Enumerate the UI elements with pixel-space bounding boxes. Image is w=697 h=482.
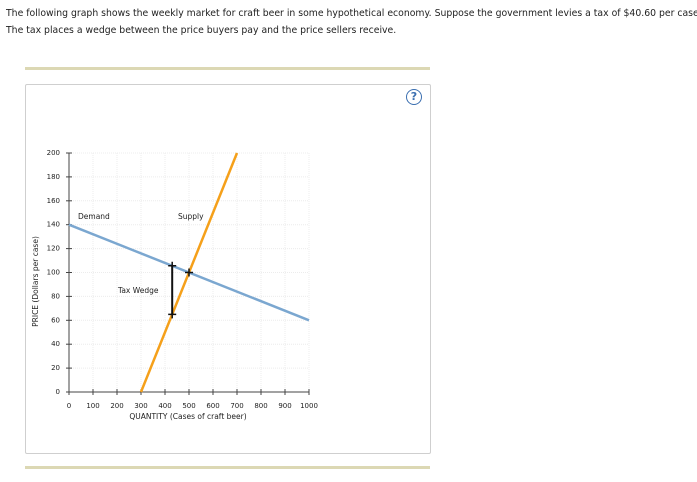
x-axis-label: QUANTITY (Cases of craft beer): [129, 412, 246, 421]
graph-panel: [25, 84, 431, 454]
y-axis-label: PRICE (Dollars per case): [31, 236, 40, 327]
wedge-marker: [168, 261, 177, 270]
y-tick-label: 180: [47, 173, 60, 181]
series-label: Demand: [78, 212, 110, 221]
series-label: Supply: [178, 212, 204, 221]
instruction-text: The following graph shows the weekly mar…: [6, 8, 697, 19]
x-tick-label: 400: [158, 402, 171, 410]
x-tick-label: 700: [230, 402, 243, 410]
divider: [25, 466, 430, 469]
y-tick-label: 20: [51, 364, 60, 372]
x-tick-label: 900: [278, 402, 291, 410]
x-tick-label: 100: [86, 402, 99, 410]
y-tick-label: 0: [56, 388, 60, 396]
wedge-label: Tax Wedge: [117, 286, 159, 295]
y-tick-label: 40: [51, 340, 60, 348]
x-tick-label: 0: [67, 402, 71, 410]
x-tick-label: 200: [110, 402, 123, 410]
y-tick-label: 100: [47, 269, 60, 277]
x-tick-label: 600: [206, 402, 219, 410]
y-tick-label: 120: [47, 245, 60, 253]
y-tick-label: 200: [47, 149, 60, 157]
equilibrium-marker: [185, 268, 193, 277]
wedge-marker: [168, 310, 177, 319]
x-tick-label: 1000: [300, 402, 318, 410]
y-tick-label: 60: [51, 316, 60, 324]
x-tick-label: 300: [134, 402, 147, 410]
instruction-text: The tax places a wedge between the price…: [6, 25, 397, 36]
help-button[interactable]: ?: [406, 89, 422, 105]
x-tick-label: 800: [254, 402, 267, 410]
divider: [25, 67, 430, 70]
y-tick-label: 80: [51, 292, 60, 300]
y-tick-label: 160: [47, 197, 60, 205]
x-tick-label: 500: [182, 402, 195, 410]
y-tick-label: 140: [47, 221, 60, 229]
